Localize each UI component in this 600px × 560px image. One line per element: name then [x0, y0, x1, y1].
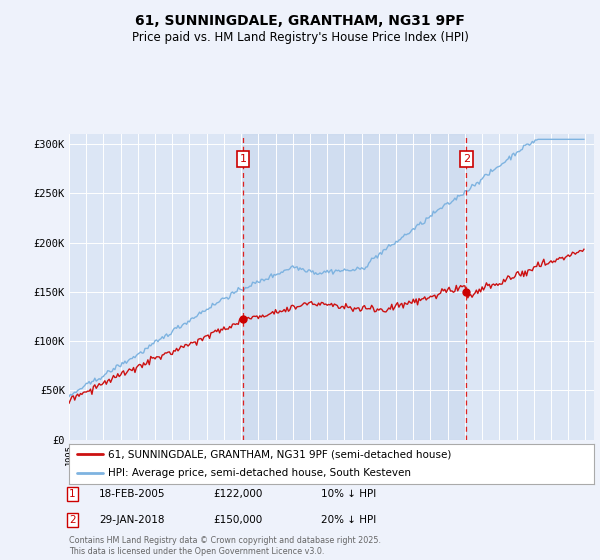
Text: HPI: Average price, semi-detached house, South Kesteven: HPI: Average price, semi-detached house,… [109, 468, 412, 478]
Text: £150,000: £150,000 [213, 515, 262, 525]
Text: 1: 1 [239, 154, 247, 164]
Text: Price paid vs. HM Land Registry's House Price Index (HPI): Price paid vs. HM Land Registry's House … [131, 31, 469, 44]
Text: 18-FEB-2005: 18-FEB-2005 [99, 489, 166, 499]
Bar [243, 134, 466, 440]
Text: 2: 2 [69, 515, 76, 525]
Text: 10% ↓ HPI: 10% ↓ HPI [321, 489, 376, 499]
Text: 2: 2 [463, 154, 470, 164]
Text: £122,000: £122,000 [213, 489, 262, 499]
Text: 29-JAN-2018: 29-JAN-2018 [99, 515, 164, 525]
Text: 61, SUNNINGDALE, GRANTHAM, NG31 9PF (semi-detached house): 61, SUNNINGDALE, GRANTHAM, NG31 9PF (sem… [109, 449, 452, 459]
Text: 20% ↓ HPI: 20% ↓ HPI [321, 515, 376, 525]
Text: 1: 1 [69, 489, 76, 499]
Text: Contains HM Land Registry data © Crown copyright and database right 2025.
This d: Contains HM Land Registry data © Crown c… [69, 536, 381, 556]
Text: 61, SUNNINGDALE, GRANTHAM, NG31 9PF: 61, SUNNINGDALE, GRANTHAM, NG31 9PF [135, 14, 465, 28]
